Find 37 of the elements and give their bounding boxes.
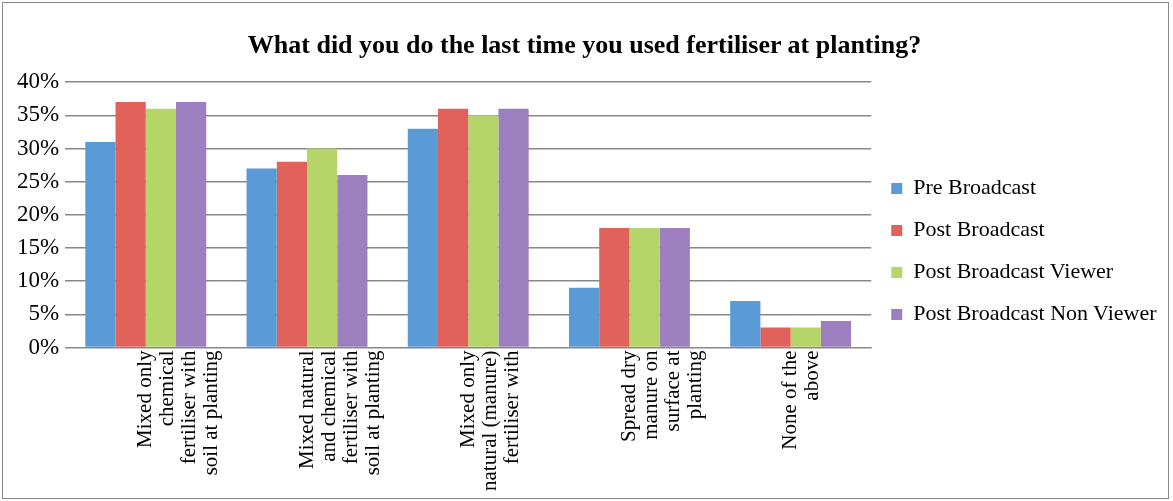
y-tick-label: 35% (16, 101, 60, 127)
bar (85, 141, 116, 347)
y-tick-label: 40% (16, 68, 60, 94)
y-tick-label: 0% (28, 333, 60, 359)
y-tick-label: 10% (16, 267, 60, 293)
bar (337, 175, 368, 347)
bar (246, 168, 277, 347)
bar (145, 108, 176, 347)
y-tick-label: 15% (16, 234, 60, 260)
legend-label: Post Broadcast Non Viewer (913, 300, 1158, 326)
bar (498, 108, 529, 347)
bar (760, 327, 791, 347)
y-tick-label: 20% (16, 200, 60, 226)
x-tick-label: None of the above (777, 350, 824, 450)
bar (599, 228, 630, 347)
bar (306, 148, 338, 347)
y-tick-label: 25% (16, 167, 60, 193)
x-tick-label: Mixed only chemical fertiliser with soil at planting (132, 349, 223, 476)
chart-title: What did you do the last time you used fertiliser at planting? (247, 30, 922, 60)
bar (568, 287, 600, 347)
legend-label: Post Broadcast Viewer (913, 258, 1114, 284)
bar (468, 115, 499, 347)
bar (437, 108, 469, 347)
y-tick-label: 30% (16, 134, 60, 160)
bar (659, 228, 690, 347)
x-tick-label: Spread dry manure on surface at planting (615, 349, 707, 443)
bar (276, 161, 307, 347)
bar (407, 128, 438, 347)
bar (115, 102, 146, 347)
legend-label: Pre Broadcast (913, 174, 1037, 200)
bar (820, 320, 852, 347)
bar (629, 228, 660, 347)
y-tick-label: 5% (28, 300, 60, 326)
legend-label: Post Broadcast (913, 216, 1045, 242)
bar (176, 102, 207, 347)
bar (790, 327, 821, 347)
bar (730, 301, 761, 347)
